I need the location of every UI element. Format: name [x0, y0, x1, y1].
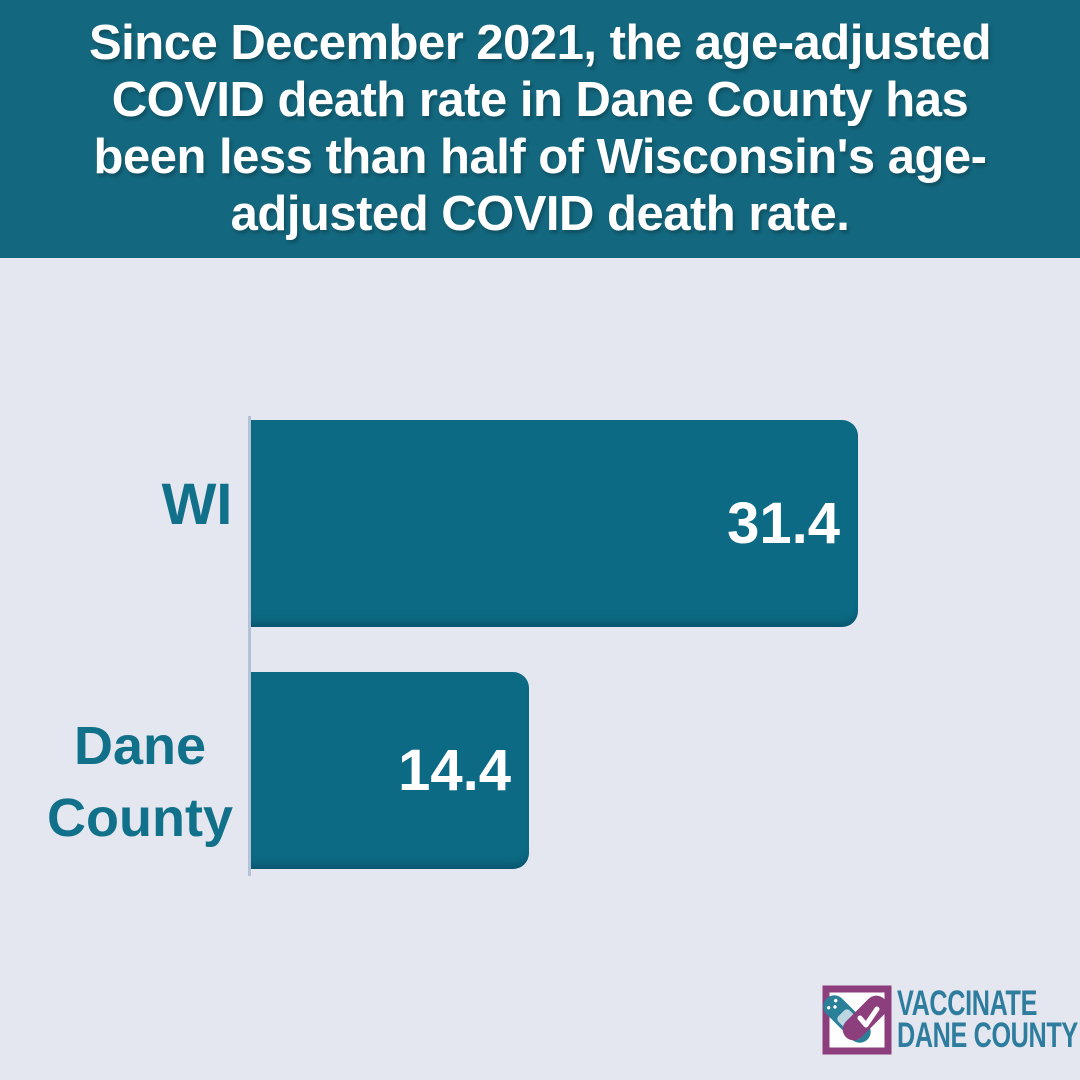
headline: Since December 2021, the age-adjusted CO…	[10, 15, 1070, 243]
headline-line-3: been less than half of Wisconsin's age-	[93, 130, 987, 184]
checkmark-icon	[857, 1006, 880, 1028]
y-axis-line	[248, 416, 251, 876]
logo-line-1: VACCINATE	[897, 984, 1038, 1023]
headline-line-1: Since December 2021, the age-adjusted	[89, 16, 992, 70]
category-label-dane-county: Dane County	[47, 716, 233, 848]
category-label-wi: WI	[161, 472, 233, 537]
logo-text: VACCINATE DANE COUNTY	[897, 984, 1078, 1055]
bar-dane-county: 14.4	[251, 672, 529, 869]
bandage-checkmark-icon	[822, 985, 892, 1055]
bar-wi: 31.4	[251, 420, 858, 627]
logo-line-2: DANE COUNTY	[897, 1016, 1078, 1055]
bar-chart: WI 31.4 Dane County 14.4	[0, 258, 1080, 908]
header-banner: Since December 2021, the age-adjusted CO…	[0, 0, 1080, 258]
value-label-dane-county: 14.4	[398, 738, 511, 803]
headline-line-2: COVID death rate in Dane County has	[111, 73, 969, 127]
value-label-wi: 31.4	[727, 491, 840, 556]
headline-line-4: adjusted COVID death rate.	[230, 187, 850, 241]
vaccinate-dane-county-logo: VACCINATE DANE COUNTY	[822, 985, 1080, 1055]
